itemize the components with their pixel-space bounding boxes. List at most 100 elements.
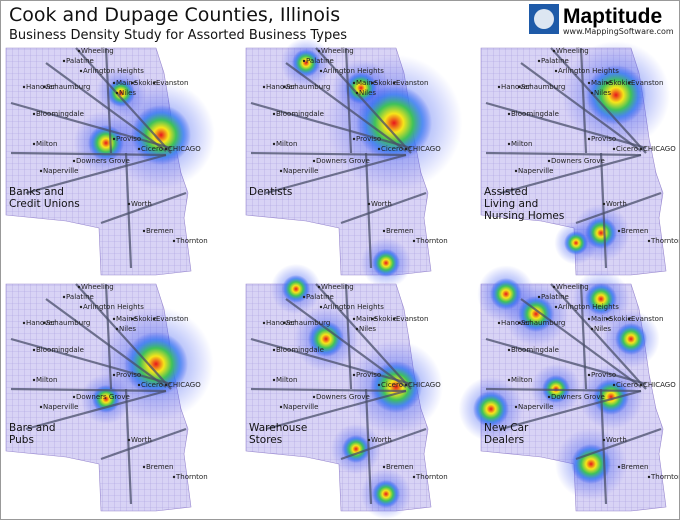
- highway: [250, 337, 412, 386]
- city-dot: [79, 305, 83, 309]
- city-dot: [382, 229, 386, 233]
- city-label: Bremen: [386, 463, 413, 471]
- highway: [485, 101, 647, 150]
- city-label: Bloomingdale: [36, 346, 84, 354]
- city-dot: [172, 475, 176, 479]
- city-label: Worth: [606, 436, 627, 444]
- city-label: Arlington Heights: [83, 67, 144, 75]
- density-hotspot: [131, 105, 191, 165]
- city-dot: [42, 85, 46, 89]
- highway: [344, 283, 353, 390]
- city-dot: [32, 112, 36, 116]
- city-dot: [272, 112, 276, 116]
- highway: [75, 283, 172, 390]
- city-dot: [537, 59, 541, 63]
- city-label: Milton: [276, 140, 297, 148]
- city-label: Proviso: [591, 135, 616, 143]
- city-dot: [507, 142, 511, 146]
- highway: [10, 151, 167, 157]
- city-dot: [627, 317, 631, 321]
- city-dot: [392, 81, 396, 85]
- map-panel: Wheeling Palatine Arlington Heights Hanover…: [458, 265, 680, 512]
- city-label: Bremen: [386, 227, 413, 235]
- city-dot: [142, 229, 146, 233]
- panel-label: Bars and: [9, 422, 56, 434]
- city-label: Milton: [36, 140, 57, 148]
- city-dot: [317, 285, 321, 289]
- city-label: CHICAGO: [408, 145, 441, 153]
- city-label: Bremen: [621, 463, 648, 471]
- city-label: Proviso: [356, 135, 381, 143]
- city-dot: [352, 317, 356, 321]
- city-label: Naperville: [518, 167, 553, 175]
- city-dot: [32, 348, 36, 352]
- city-label: Palatine: [66, 293, 94, 301]
- city-dot: [112, 317, 116, 321]
- city-label: Thornton: [650, 473, 680, 481]
- city-label: Naperville: [43, 167, 78, 175]
- city-dot: [272, 378, 276, 382]
- city-dot: [605, 317, 609, 321]
- city-label: Hanover: [266, 83, 296, 91]
- city-label: Palatine: [306, 293, 334, 301]
- highway: [485, 151, 642, 157]
- city-dot: [612, 147, 616, 151]
- city-dot: [79, 69, 83, 73]
- city-dot: [77, 285, 81, 289]
- city-dot: [590, 91, 594, 95]
- city-label: Niles: [594, 325, 611, 333]
- city-dot: [554, 305, 558, 309]
- city-dot: [319, 305, 323, 309]
- city-label: Bloomingdale: [36, 110, 84, 118]
- city-dot: [412, 475, 416, 479]
- city-dot: [552, 285, 556, 289]
- city-label: Hanover: [26, 319, 56, 327]
- highway: [315, 283, 412, 390]
- highway: [100, 191, 187, 225]
- city-label: CHICAGO: [168, 145, 201, 153]
- density-hotspot: [518, 296, 554, 332]
- city-label: Evanston: [396, 315, 428, 323]
- city-label: CHICAGO: [408, 381, 441, 389]
- city-dot: [612, 383, 616, 387]
- city-label: Cicero: [381, 145, 403, 153]
- highway: [344, 47, 353, 154]
- highway: [550, 283, 647, 390]
- city-label: Naperville: [518, 403, 553, 411]
- panel-label: Living and: [484, 198, 538, 210]
- city-label: Evanston: [156, 79, 188, 87]
- city-dot: [352, 373, 356, 377]
- city-label: Schaumburg: [286, 319, 330, 327]
- highway: [100, 427, 187, 461]
- highway: [285, 62, 407, 152]
- city-dot: [152, 81, 156, 85]
- highway: [575, 191, 662, 225]
- city-label: Thornton: [415, 473, 448, 481]
- city-label: Cicero: [381, 381, 403, 389]
- city-label: Hanover: [501, 83, 531, 91]
- city-label: Thornton: [650, 237, 680, 245]
- city-dot: [302, 295, 306, 299]
- city-label: Downers Grove: [316, 157, 370, 165]
- city-label: Niles: [359, 325, 376, 333]
- city-dot: [355, 327, 359, 331]
- city-label: Thornton: [415, 237, 448, 245]
- city-dot: [517, 321, 521, 325]
- highway: [265, 389, 407, 431]
- city-label: Proviso: [116, 371, 141, 379]
- city-dot: [517, 85, 521, 89]
- city-label: Downers Grove: [76, 157, 130, 165]
- density-hotspot: [372, 249, 400, 277]
- highway: [285, 298, 407, 388]
- city-label: Downers Grove: [76, 393, 130, 401]
- city-dot: [112, 373, 116, 377]
- highway: [500, 153, 642, 195]
- density-hotspot: [370, 361, 422, 413]
- highway: [250, 387, 407, 393]
- highway: [25, 389, 167, 431]
- city-dot: [639, 147, 643, 151]
- city-label: Palatine: [541, 293, 569, 301]
- city-dot: [262, 321, 266, 325]
- city-label: Hanover: [26, 83, 56, 91]
- density-hotspot: [615, 323, 647, 355]
